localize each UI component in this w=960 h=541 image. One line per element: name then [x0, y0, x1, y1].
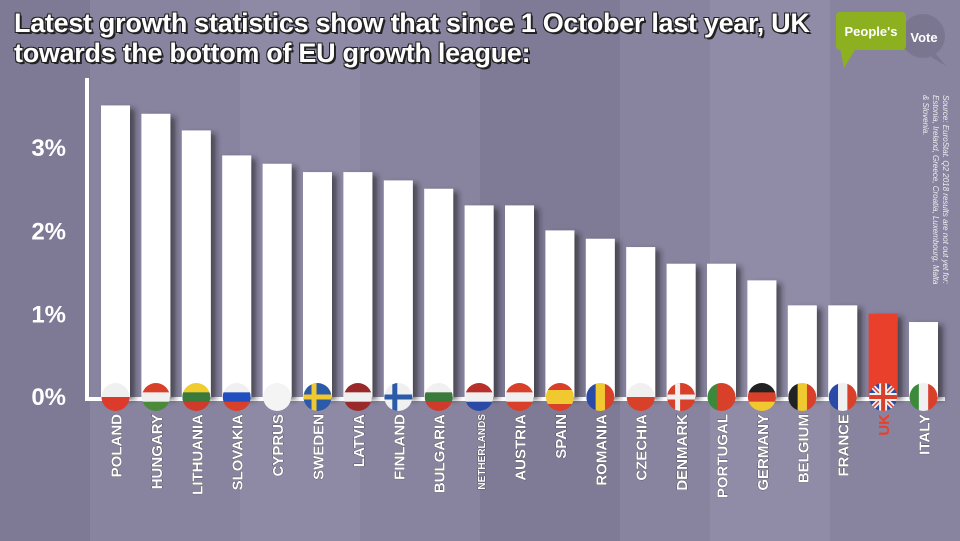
bar-finland: [383, 180, 413, 397]
flag-icon-germany: [747, 383, 776, 411]
x-tick-label: PORTUGAL: [715, 414, 732, 498]
bar-germany: [747, 280, 777, 397]
flag-icon-poland: [101, 383, 130, 411]
x-tick-label: FRANCE: [836, 414, 853, 477]
flag-icon-uk: [869, 383, 898, 411]
bar-lithuania: [181, 130, 211, 397]
x-tick-label: UK: [876, 414, 893, 436]
x-tick-label: NETHERLANDS: [477, 414, 488, 490]
flag-icon-spain: [545, 383, 574, 411]
flag-icon-denmark: [667, 383, 696, 411]
flag-icon-belgium: [788, 383, 817, 411]
flag-icon-romania: [586, 383, 615, 411]
x-tick-label: FINLAND: [391, 414, 408, 480]
x-tick-label: CZECHIA: [634, 414, 651, 481]
y-tick-label: 1%: [31, 302, 66, 329]
background-stripe: [240, 0, 360, 541]
flag-icon-cyprus: [263, 383, 292, 411]
logo-text-peoples: People's: [845, 24, 898, 39]
flag-icon-austria: [505, 383, 534, 411]
y-tick-label: 2%: [31, 218, 66, 245]
background-stripe: [0, 0, 90, 541]
y-tick-label: 3%: [31, 135, 66, 162]
peoples-vote-logo: People's Vote: [836, 12, 946, 68]
flag-icon-lithuania: [182, 383, 211, 411]
x-tick-label: ITALY: [917, 414, 934, 455]
flag-icon-finland: [384, 383, 413, 411]
bar-bulgaria: [424, 188, 454, 397]
bar-belgium: [787, 305, 817, 397]
flag-icon-netherlands: [465, 383, 494, 411]
x-tick-label: DENMARK: [674, 414, 691, 491]
x-tick-label: BELGIUM: [795, 414, 812, 483]
bar-spain: [545, 230, 575, 397]
x-tick-label: SWEDEN: [311, 414, 328, 480]
bar-sweden: [303, 172, 332, 397]
flag-icon-latvia: [343, 383, 372, 411]
bar-hungary: [141, 113, 171, 397]
x-tick-label: POLAND: [109, 414, 126, 478]
x-tick-label: BULGARIA: [432, 414, 449, 493]
flag-icon-czechia: [626, 383, 655, 411]
logo-grey-bubble: [901, 14, 945, 58]
flag-icon-slovakia: [222, 383, 251, 411]
flag-icon-portugal: [707, 383, 736, 411]
y-tick-label: 0%: [31, 384, 66, 411]
flag-icon-italy: [909, 383, 938, 411]
flag-icon-hungary: [141, 383, 170, 411]
x-tick-label: SLOVAKIA: [230, 414, 247, 491]
x-tick-label: HUNGARY: [149, 414, 166, 489]
x-tick-label: GERMANY: [755, 414, 772, 491]
flag-icon-france: [828, 383, 857, 411]
x-tick-label: CYPRUS: [270, 414, 287, 477]
x-tick-label: SPAIN: [553, 414, 570, 459]
bar-cyprus: [262, 163, 292, 397]
flag-icon-bulgaria: [424, 383, 453, 411]
logo-green-bubble: [836, 12, 906, 50]
bar-czechia: [626, 247, 656, 397]
bar-france: [828, 305, 858, 397]
x-tick-label: AUSTRIA: [513, 414, 530, 481]
bar-slovakia: [222, 155, 252, 397]
x-tick-label: LITHUANIA: [189, 414, 206, 495]
bar-denmark: [666, 263, 696, 397]
chart-title: Latest growth statistics show that since…: [14, 8, 810, 68]
bar-poland: [101, 105, 130, 397]
x-tick-label: ROMANIA: [593, 414, 610, 486]
bar-latvia: [343, 172, 373, 397]
flag-icon-sweden: [303, 383, 332, 411]
bar-portugal: [707, 263, 736, 397]
bar-netherlands: [464, 205, 494, 397]
bar-austria: [505, 205, 534, 397]
bar-romania: [585, 238, 615, 397]
x-tick-label: LATVIA: [351, 414, 368, 467]
logo-text-vote: Vote: [910, 30, 937, 45]
